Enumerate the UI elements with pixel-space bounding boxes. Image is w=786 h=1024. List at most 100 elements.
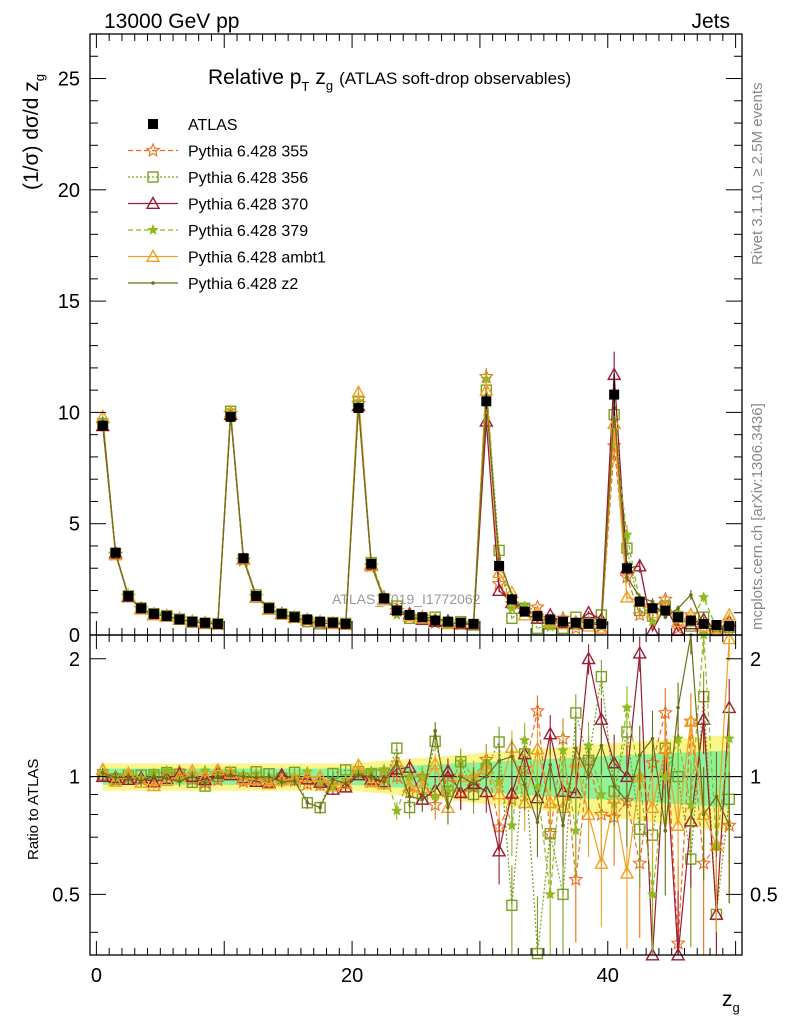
legend-label: Pythia 6.428 370 <box>188 197 308 214</box>
ratio-point <box>522 783 527 787</box>
ratio-point <box>658 740 673 754</box>
ratio-point <box>241 774 246 779</box>
data-point <box>491 583 507 596</box>
ratio-point <box>376 776 392 790</box>
ratio-point <box>312 769 328 783</box>
data-point <box>442 616 453 627</box>
x-axis-label: zg <box>722 988 740 1015</box>
legend-label: Pythia 6.428 ambt1 <box>188 250 326 267</box>
ratio-point <box>543 795 558 809</box>
ratio-point <box>594 855 609 869</box>
ratio-point <box>574 746 578 750</box>
ratio-point <box>548 763 553 767</box>
legend-marker <box>147 171 159 183</box>
ratio-point <box>484 774 489 779</box>
ratio-point <box>427 756 443 770</box>
ratio-point <box>331 777 335 782</box>
ratio-point <box>267 774 271 779</box>
ratio-point <box>228 773 233 777</box>
ratio-point <box>126 775 131 780</box>
data-point <box>200 617 211 628</box>
data-point <box>634 596 645 607</box>
ratio-point <box>356 773 361 777</box>
data-point <box>491 565 507 579</box>
y-tick-label: 10 <box>58 402 80 424</box>
ratio-point <box>519 734 531 746</box>
data-point <box>315 616 326 627</box>
ratio-point <box>446 805 450 810</box>
data-point <box>625 575 629 579</box>
x-tick-label: 40 <box>597 965 619 987</box>
ratio-point <box>312 777 328 792</box>
ratio-point <box>203 781 207 785</box>
legend-entry: Pythia 6.428 ambt1 <box>128 249 326 267</box>
ratio-point <box>391 742 403 754</box>
ratio-point <box>595 670 608 683</box>
data-point <box>174 614 185 625</box>
y-tick-label: 25 <box>58 69 80 91</box>
ratio-y-axis-label: Ratio to ATLAS <box>25 759 42 860</box>
ratio-point <box>557 744 569 756</box>
ratio-tick-label-right: 0.5 <box>750 884 778 906</box>
data-point <box>689 593 693 597</box>
ratio-point <box>369 774 374 779</box>
y-axis-label-sub: g <box>32 74 47 81</box>
ratio-point <box>471 781 476 786</box>
ratio-point <box>561 823 565 828</box>
ratio-point <box>582 739 595 751</box>
ratio-point <box>159 773 174 787</box>
data-point <box>187 616 198 627</box>
data-point <box>650 599 655 604</box>
data-point <box>545 614 556 625</box>
ratio-point <box>570 824 582 836</box>
ratio-point <box>722 631 737 645</box>
data-point <box>455 617 466 628</box>
x-axis-label-main: z <box>722 988 733 1011</box>
data-point <box>351 384 366 398</box>
data-point <box>430 615 441 626</box>
ratio-point <box>506 819 518 831</box>
y-axis-label: (1/σ) dσ/d zg <box>20 74 47 190</box>
data-point <box>340 618 351 629</box>
data-point <box>302 614 313 625</box>
ratio-point <box>453 785 468 799</box>
data-point <box>519 606 530 617</box>
ratio-point <box>621 701 633 713</box>
data-point <box>212 618 223 629</box>
ratio-point <box>261 776 277 790</box>
data-point <box>497 557 501 562</box>
title-rest: (ATLAS soft-drop observables) <box>339 69 571 88</box>
legend-label: Pythia 6.428 356 <box>188 170 308 187</box>
ratio-point <box>570 707 582 719</box>
ratio-point <box>632 645 647 659</box>
ratio-point <box>619 865 635 879</box>
y-axis-label-main: (1/σ) dσ/d z <box>20 81 43 190</box>
mcplots-label: mcplots.cern.ch [arXiv:1306.3436] <box>749 403 766 630</box>
ratio-tick-label: 2 <box>69 649 80 671</box>
ratio-tick-label-right: 1 <box>750 767 761 789</box>
ratio-point <box>531 947 544 960</box>
ratio-point <box>586 774 591 779</box>
ratio-point <box>420 797 425 802</box>
title-z: z <box>315 66 326 89</box>
data-point <box>468 618 479 629</box>
ratio-point <box>581 651 596 665</box>
process-label: Jets <box>691 10 730 33</box>
axes-layer: 0 20 40 0 5 10 15 20 25 0.5 0.5 1 1 2 2 <box>52 33 778 987</box>
ratio-point <box>530 741 545 755</box>
ratio-point <box>164 776 169 781</box>
series-pythia-6-428-z2 <box>100 387 732 904</box>
ratio-point <box>318 805 322 810</box>
analysis-watermark: ATLAS_2019_I1772062 <box>332 591 481 607</box>
ratio-point <box>100 771 105 775</box>
ratio-point <box>676 705 680 710</box>
data-point <box>506 602 518 614</box>
ratio-point <box>657 704 673 720</box>
ratio-point <box>557 888 569 901</box>
data-point <box>619 589 635 603</box>
ratio-point <box>378 763 390 775</box>
legend-label: Pythia 6.428 355 <box>188 144 308 161</box>
ratio-point <box>249 772 264 786</box>
data-point <box>632 558 647 572</box>
ratio-point <box>529 703 545 718</box>
